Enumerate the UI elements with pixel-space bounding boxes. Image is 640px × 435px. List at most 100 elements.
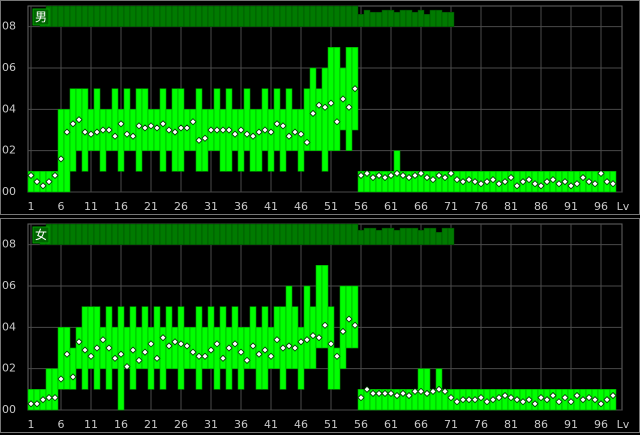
- range-bar: [69, 347, 77, 390]
- count-bar: [81, 223, 89, 245]
- range-bar: [255, 109, 263, 172]
- x-tick-label: 31: [204, 418, 218, 431]
- mean-marker: [447, 169, 455, 177]
- mean-marker: [27, 400, 35, 408]
- count-bar: [117, 5, 125, 27]
- panel-label-box: [32, 8, 50, 26]
- mean-marker: [483, 178, 491, 186]
- mean-marker: [519, 398, 527, 406]
- mean-marker: [75, 338, 83, 346]
- mean-marker: [561, 394, 569, 402]
- range-bar: [117, 306, 125, 411]
- count-bar: [117, 223, 125, 245]
- count-bar: [189, 223, 197, 245]
- mean-marker: [537, 394, 545, 402]
- mean-marker: [99, 126, 107, 134]
- mean-marker: [393, 169, 401, 177]
- range-bar: [333, 47, 341, 151]
- range-bar: [327, 47, 335, 151]
- mean-marker: [201, 352, 209, 360]
- range-bar: [189, 109, 197, 151]
- mean-marker: [69, 120, 77, 128]
- mean-marker: [231, 130, 239, 138]
- mean-marker: [333, 118, 341, 126]
- mean-marker: [459, 396, 467, 404]
- mean-marker: [579, 396, 587, 404]
- range-bar: [225, 327, 233, 390]
- mean-marker: [93, 128, 101, 136]
- range-bar: [99, 109, 107, 172]
- mean-marker: [135, 356, 143, 364]
- count-bar: [261, 5, 269, 27]
- count-bar: [291, 223, 299, 245]
- count-bar: [267, 223, 275, 245]
- mean-marker: [591, 396, 599, 404]
- mean-marker: [219, 354, 227, 362]
- mean-marker: [315, 101, 323, 109]
- count-bar: [297, 223, 305, 245]
- range-bar: [207, 306, 215, 369]
- count-bar: [189, 5, 197, 27]
- range-bar: [255, 327, 263, 390]
- range-bar: [195, 306, 203, 390]
- count-bar: [231, 223, 239, 245]
- count-bar: [339, 5, 347, 27]
- range-bar: [117, 109, 125, 172]
- count-bar: [195, 5, 203, 27]
- mean-marker: [375, 171, 383, 180]
- range-bar: [261, 88, 269, 151]
- mean-marker: [423, 173, 431, 182]
- mean-marker: [213, 340, 221, 348]
- range-bar: [219, 109, 227, 172]
- mean-marker: [87, 130, 95, 138]
- mean-marker: [147, 340, 155, 348]
- count-bar: [63, 223, 71, 245]
- mean-marker: [255, 128, 263, 136]
- mean-marker: [99, 336, 107, 344]
- mean-marker: [207, 126, 215, 134]
- x-tick-label: 81: [504, 418, 518, 431]
- mean-marker: [489, 396, 497, 404]
- mean-marker: [327, 340, 335, 348]
- mean-marker: [351, 321, 359, 329]
- count-bar: [75, 5, 83, 27]
- mean-marker: [81, 346, 89, 354]
- mean-marker: [597, 169, 605, 177]
- count-bar: [447, 227, 455, 245]
- mean-marker: [213, 126, 221, 134]
- mean-marker: [471, 396, 479, 404]
- mean-marker: [273, 336, 281, 344]
- mean-marker: [381, 389, 389, 398]
- count-bar: [333, 5, 341, 27]
- x-tick-label: 66: [414, 418, 428, 431]
- count-bar: [219, 5, 227, 27]
- x-tick-label: 16: [114, 200, 128, 213]
- mean-marker: [465, 396, 473, 404]
- mean-marker: [75, 116, 83, 124]
- count-bar: [165, 223, 173, 245]
- mean-marker: [51, 394, 59, 402]
- count-bar: [159, 5, 167, 27]
- mean-marker: [555, 180, 563, 188]
- count-bar: [249, 223, 257, 245]
- mean-marker: [555, 398, 563, 406]
- count-bar: [243, 223, 251, 245]
- x-tick-label: 11: [84, 200, 98, 213]
- mean-marker: [441, 387, 449, 395]
- count-bar: [279, 5, 287, 27]
- mean-marker: [141, 124, 149, 132]
- mean-marker: [387, 389, 395, 398]
- mean-marker: [525, 396, 533, 404]
- mean-marker: [567, 398, 575, 406]
- mean-marker: [189, 118, 197, 126]
- count-bar: [129, 223, 137, 245]
- mean-marker: [243, 130, 251, 138]
- mean-marker: [93, 344, 101, 352]
- count-bar: [309, 223, 317, 245]
- range-bar: [51, 368, 59, 411]
- count-bar: [87, 5, 95, 27]
- count-bar: [111, 223, 119, 245]
- count-bar: [135, 223, 143, 245]
- count-bar: [441, 11, 449, 27]
